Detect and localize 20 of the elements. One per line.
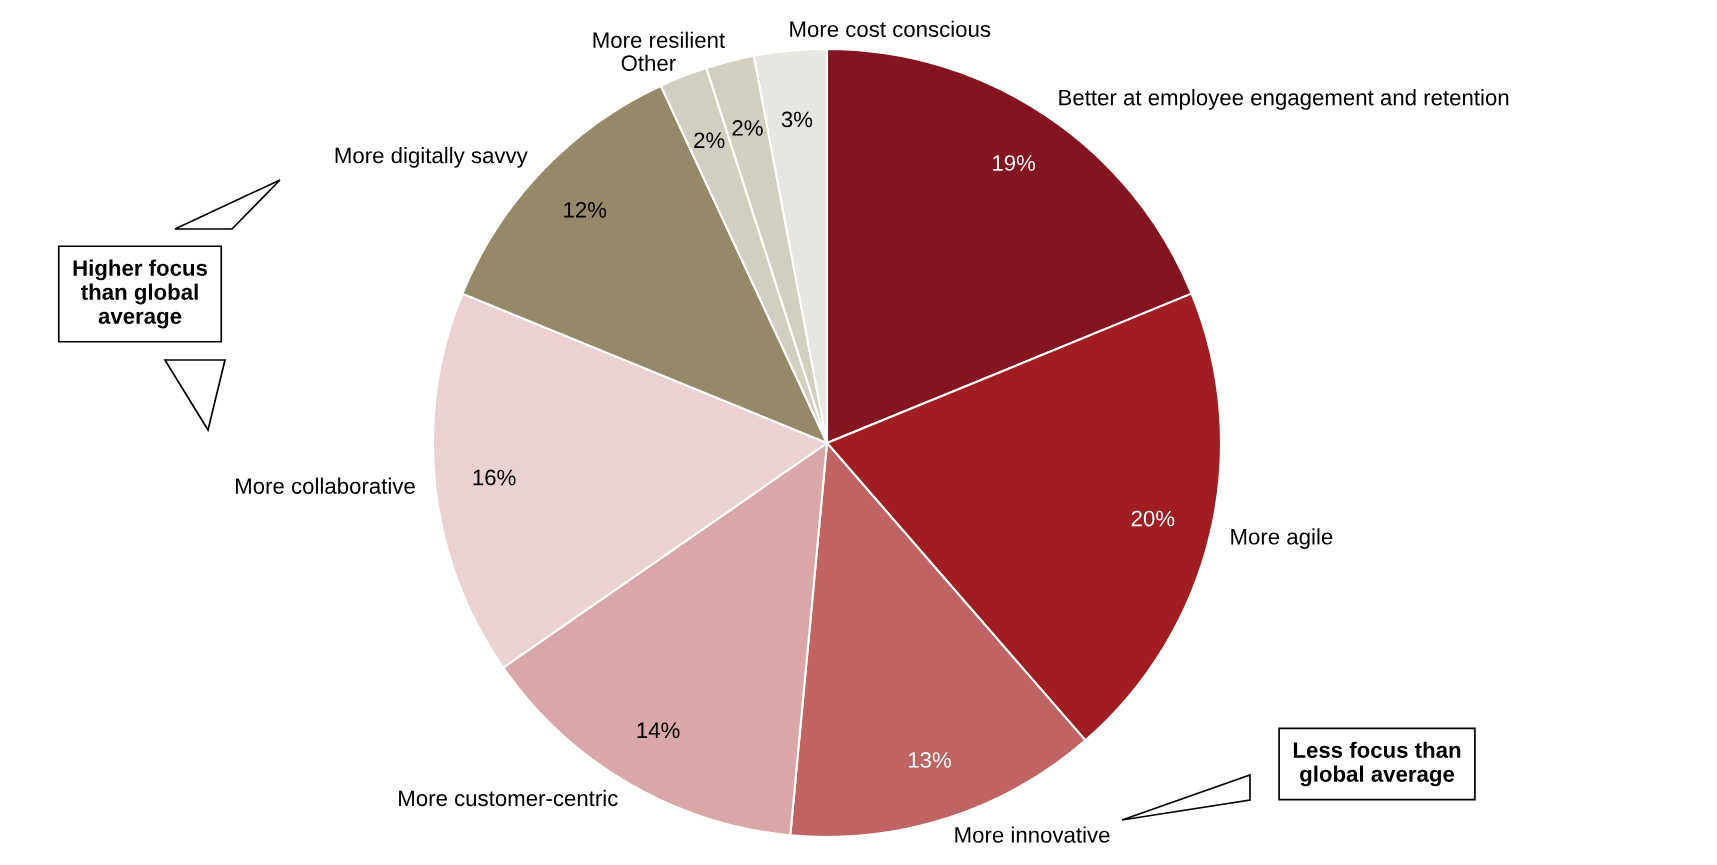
text: Less focus than global average [1293,741,1461,787]
text: Higher focus than global average [73,259,207,329]
slice-label: More collaborative [236,477,415,494]
data-label: 13% [908,752,951,768]
slice-label: More innovative [955,826,1110,843]
slice-label: More cost conscious [790,20,991,38]
slice-label: More resilient [593,31,725,49]
data-label: 16% [473,469,516,486]
data-label: 12% [564,202,607,218]
data-label: 14% [637,722,680,739]
data-label: 2% [732,120,763,136]
slice-label: Other [621,54,676,72]
data-label: 19% [993,155,1036,171]
data-label: 3% [781,111,813,128]
data-label: 2% [694,132,725,149]
slice-label: More digitally savvy [335,147,528,168]
data-label: 20% [1131,510,1175,527]
slice-label: More agile [1231,528,1333,549]
slice-label: Better at employee engagement and retention [1059,89,1509,110]
slice-label: More customer-centric [399,789,618,807]
